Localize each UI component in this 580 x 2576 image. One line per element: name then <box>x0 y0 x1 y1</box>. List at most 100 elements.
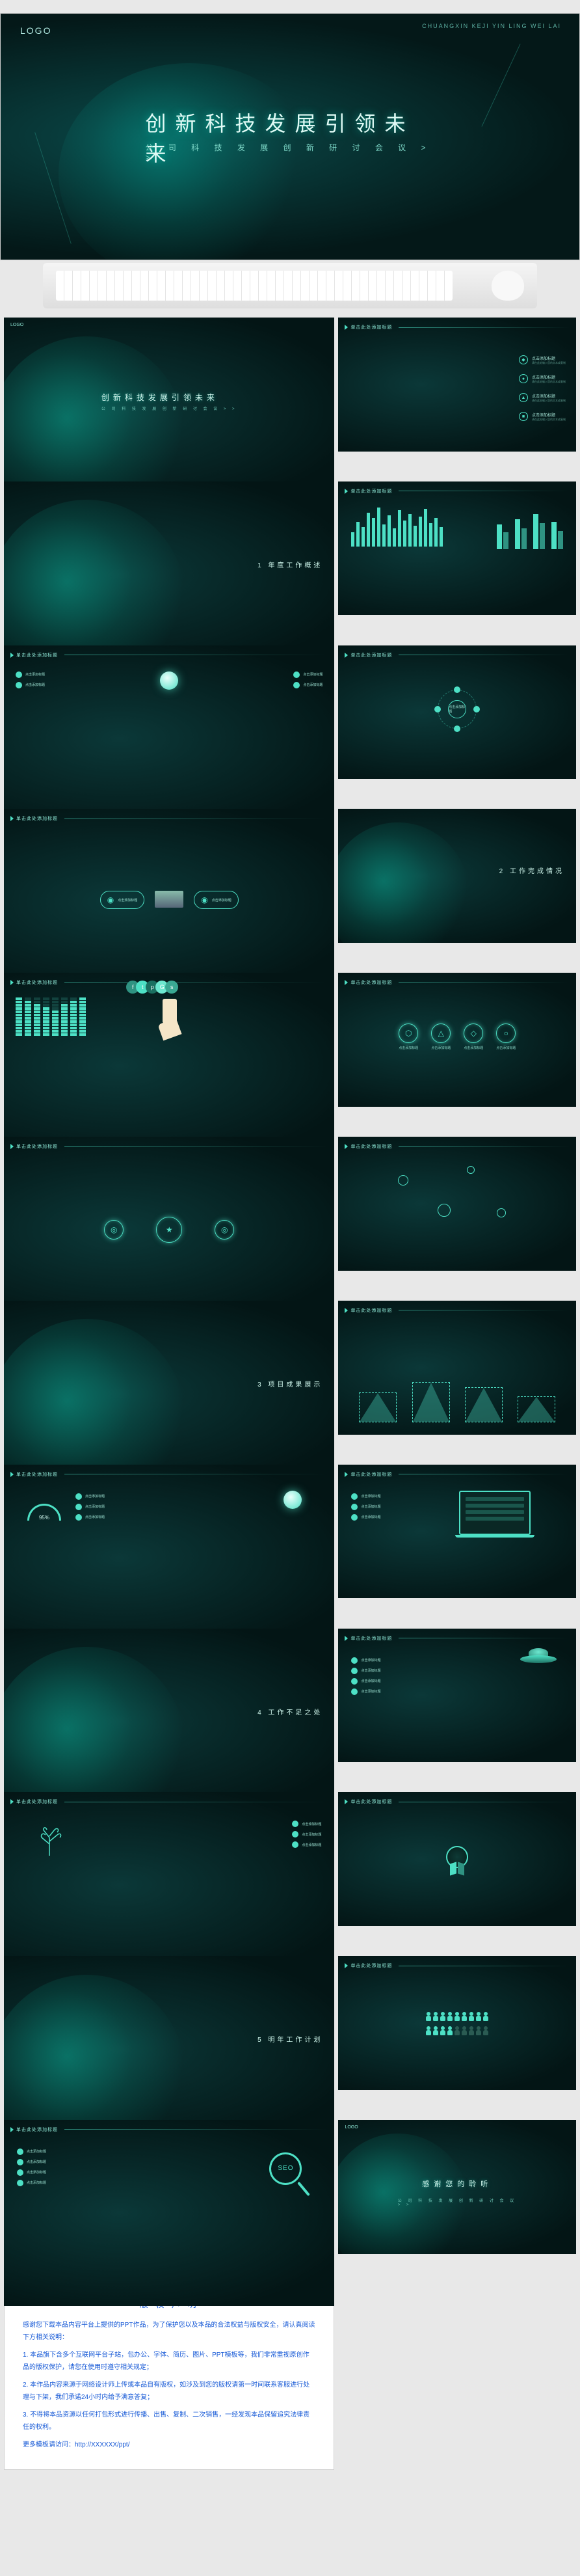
slide-thanks: LOGO 感谢您的聆听 公 司 科 技 发 展 创 新 研 讨 会 议 > > <box>338 2120 576 2254</box>
slide-grid: LOGO 创新科技发展引领未来 公 司 科 技 发 展 创 新 研 讨 会 议 … <box>0 318 580 2470</box>
slide-scatter-circles: 单击此处添加标题 <box>338 1137 576 1271</box>
hero-slide: LOGO CHUANGXIN KEJI YIN LING WEI LAI 创新科… <box>0 13 580 260</box>
slide-hub-rings: 单击此处添加标题 ◎ ★ ◎ <box>4 1137 334 1323</box>
badge-icon <box>446 1846 468 1868</box>
ring-node: ◎ <box>215 1220 234 1240</box>
bullet-item: ■点击添加标题请在此处输入您的文本或复制 <box>519 412 566 422</box>
hero-pinyin: CHUANGXIN KEJI YIN LING WEI LAI <box>422 23 561 29</box>
pill-item: 点击添加标题 <box>351 1678 380 1685</box>
pill-item: 点击添加标题 <box>293 671 323 678</box>
laptop-icon <box>459 1491 531 1535</box>
bullet-item: ●点击添加标题请在此处输入您的文本或复制 <box>519 374 566 384</box>
pill-item: 点击添加标题 <box>293 682 323 688</box>
slide-ufo: 单击此处添加标题 点击添加标题点击添加标题点击添加标题点击添加标题 <box>338 1629 576 1763</box>
pill-item: 点击添加标题 <box>351 1657 380 1664</box>
slide-title: 创新科技发展引领未来 <box>101 392 237 403</box>
box-icon: ◉ <box>201 895 207 904</box>
hero-subtitle: 公 司 科 技 发 展 创 新 研 讨 会 议 > > <box>146 142 435 162</box>
slide-section-1: 1 年度工作概述 <box>4 481 334 668</box>
slide-badge: 单击此处添加标题 <box>338 1792 576 1926</box>
copyright-line: 1. 本品旗下含多个互联网平台子站，包办公、字体、简历、图片、PPT模板等，我们… <box>23 2349 315 2374</box>
pill-item: 点击添加标题 <box>75 1493 105 1500</box>
icon-item: ◇点击添加标题 <box>464 1024 483 1050</box>
thanks-sub: 公 司 科 技 发 展 创 新 研 讨 会 议 > > <box>398 2197 517 2207</box>
slide-section-3: 3 项目成果展示 <box>4 1301 334 1487</box>
pill-item: 点击添加标题 <box>292 1831 321 1837</box>
section-5-title: 5 明年工作计划 <box>257 2034 323 2044</box>
equalizer-chart <box>16 997 86 1036</box>
keyboard-mockup <box>43 263 537 308</box>
slide-lightbulb: 单击此处添加标题 点击添加标题点击添加标题 点击添加标题点击添加标题 <box>4 645 334 832</box>
bar-chart-right <box>497 510 563 549</box>
logo-text: LOGO <box>20 25 51 36</box>
slide-laptop: 单击此处添加标题 点击添加标题点击添加标题点击添加标题 <box>338 1465 576 1599</box>
logo-small: LOGO <box>10 323 23 327</box>
pill-item: 点击添加标题 <box>17 2180 46 2186</box>
pill-item: 点击添加标题 <box>17 2159 46 2165</box>
pill-item: 点击添加标题 <box>16 682 45 688</box>
slide-bullets: 单击此处添加标题 ◆点击添加标题请在此处输入您的文本或复制 ●点击添加标题请在此处… <box>338 318 576 452</box>
slide-seo: 单击此处添加标题 点击添加标题点击添加标题点击添加标题点击添加标题 SEO <box>4 2120 334 2306</box>
icon-item: ○点击添加标题 <box>496 1024 516 1050</box>
orbit-diagram: 点击添加标题 <box>438 690 477 729</box>
tree-icon <box>30 1818 69 1857</box>
people-row-2 <box>426 2026 488 2035</box>
slide-four-icons: 单击此处添加标题 ⬡点击添加标题△点击添加标题◇点击添加标题○点击添加标题 <box>338 973 576 1107</box>
social-bubbles: ftpGs <box>129 981 178 994</box>
bullet-item: ▲点击添加标题请在此处输入您的文本或复制 <box>519 393 566 403</box>
section-4-title: 4 工作不足之处 <box>257 1707 323 1716</box>
slide-two-charts: 单击此处添加标题 <box>338 481 576 616</box>
pill-item: 点击添加标题 <box>16 671 45 678</box>
pill-item: 点击添加标题 <box>351 1514 380 1521</box>
slide-orbit: 单击此处添加标题 点击添加标题 <box>338 645 576 780</box>
pill-item: 点击添加标题 <box>17 2149 46 2155</box>
magnifier-icon: SEO <box>269 2152 302 2185</box>
slide-section-2: 2 工作完成情况 <box>338 809 576 943</box>
slide-people: 单击此处添加标题 <box>338 1956 576 2090</box>
slide-two-boxes: 单击此处添加标题 ◉ 点击添加标题 ◉ 点击添加标题 <box>4 809 334 995</box>
slide-section-5: 5 明年工作计划 <box>4 1956 334 2142</box>
thanks-title: 感谢您的聆听 <box>422 2178 492 2189</box>
ring-node: ◎ <box>104 1220 124 1240</box>
bulb-icon <box>160 671 178 690</box>
icon-item: ⬡点击添加标题 <box>399 1024 418 1050</box>
box-icon: ◉ <box>107 895 114 904</box>
ring-hub: ★ <box>156 1217 182 1243</box>
slide-header: 单击此处添加标题 <box>350 324 392 331</box>
pill-item: 点击添加标题 <box>292 1841 321 1848</box>
copyright-line: 2. 本作品内容来源于网络设计师上传或本品自有版权，如涉及到您的版权请第一时间联… <box>23 2379 315 2404</box>
peak-chart <box>351 1376 563 1422</box>
slide-copyright: 版 权 声 明 感谢您下载本品内容平台上提供的PPT作品，为了保护您以及本品的合… <box>4 2284 334 2470</box>
pill-item: 点击添加标题 <box>351 1493 380 1500</box>
pill-item: 点击添加标题 <box>75 1504 105 1510</box>
icon-item: △点击添加标题 <box>431 1024 451 1050</box>
pill-item: 点击添加标题 <box>351 1504 380 1510</box>
pill-item: 点击添加标题 <box>351 1688 380 1695</box>
slide-tree: 单击此处添加标题 点击添加标题点击添加标题点击添加标题 <box>4 1792 334 1978</box>
copyright-line: 感谢您下载本品内容平台上提供的PPT作品，为了保护您以及本品的合法权益与版权安全… <box>23 2319 315 2344</box>
phone-hand-icon <box>163 999 177 1024</box>
pill-item: 点击添加标题 <box>351 1668 380 1674</box>
ufo-icon <box>529 1648 557 1663</box>
section-1-title: 1 年度工作概述 <box>257 560 323 569</box>
gauge-95: 95% <box>27 1504 61 1521</box>
pill-item: 点击添加标题 <box>75 1514 105 1521</box>
slide-peaks: 单击此处添加标题 <box>338 1301 576 1435</box>
slide-title-small: LOGO 创新科技发展引领未来 公 司 科 技 发 展 创 新 研 讨 会 议 … <box>4 318 334 504</box>
pill-item: 点击添加标题 <box>17 2169 46 2176</box>
slide-sub: 公 司 科 技 发 展 创 新 研 讨 会 议 > > <box>101 405 237 411</box>
icon-row: ⬡点击添加标题 △点击添加标题 ◇点击添加标题 ○点击添加标题 <box>338 1024 576 1050</box>
section-3-title: 3 项目成果展示 <box>257 1379 323 1389</box>
people-row-1 <box>426 2012 488 2021</box>
section-2-title: 2 工作完成情况 <box>499 865 564 875</box>
photo-placeholder <box>155 891 183 908</box>
bar-chart-left <box>351 508 443 547</box>
slide-social: 单击此处添加标题 ftpGs <box>4 973 334 1159</box>
bulb-rocket-icon <box>283 1491 302 1509</box>
copyright-line: 3. 不得将本品资源以任何打包形式进行传播、出售、复制、二次销售，一经发现本品保… <box>23 2409 315 2434</box>
pill-item: 点击添加标题 <box>292 1821 321 1827</box>
slide-gauge: 单击此处添加标题 95% 点击添加标题点击添加标题点击添加标题 <box>4 1465 334 1651</box>
slide-section-4: 4 工作不足之处 <box>4 1629 334 1815</box>
copyright-line: 更多模板请访问：http://XXXXXX/ppt/ <box>23 2439 315 2451</box>
bullet-item: ◆点击添加标题请在此处输入您的文本或复制 <box>519 355 566 365</box>
